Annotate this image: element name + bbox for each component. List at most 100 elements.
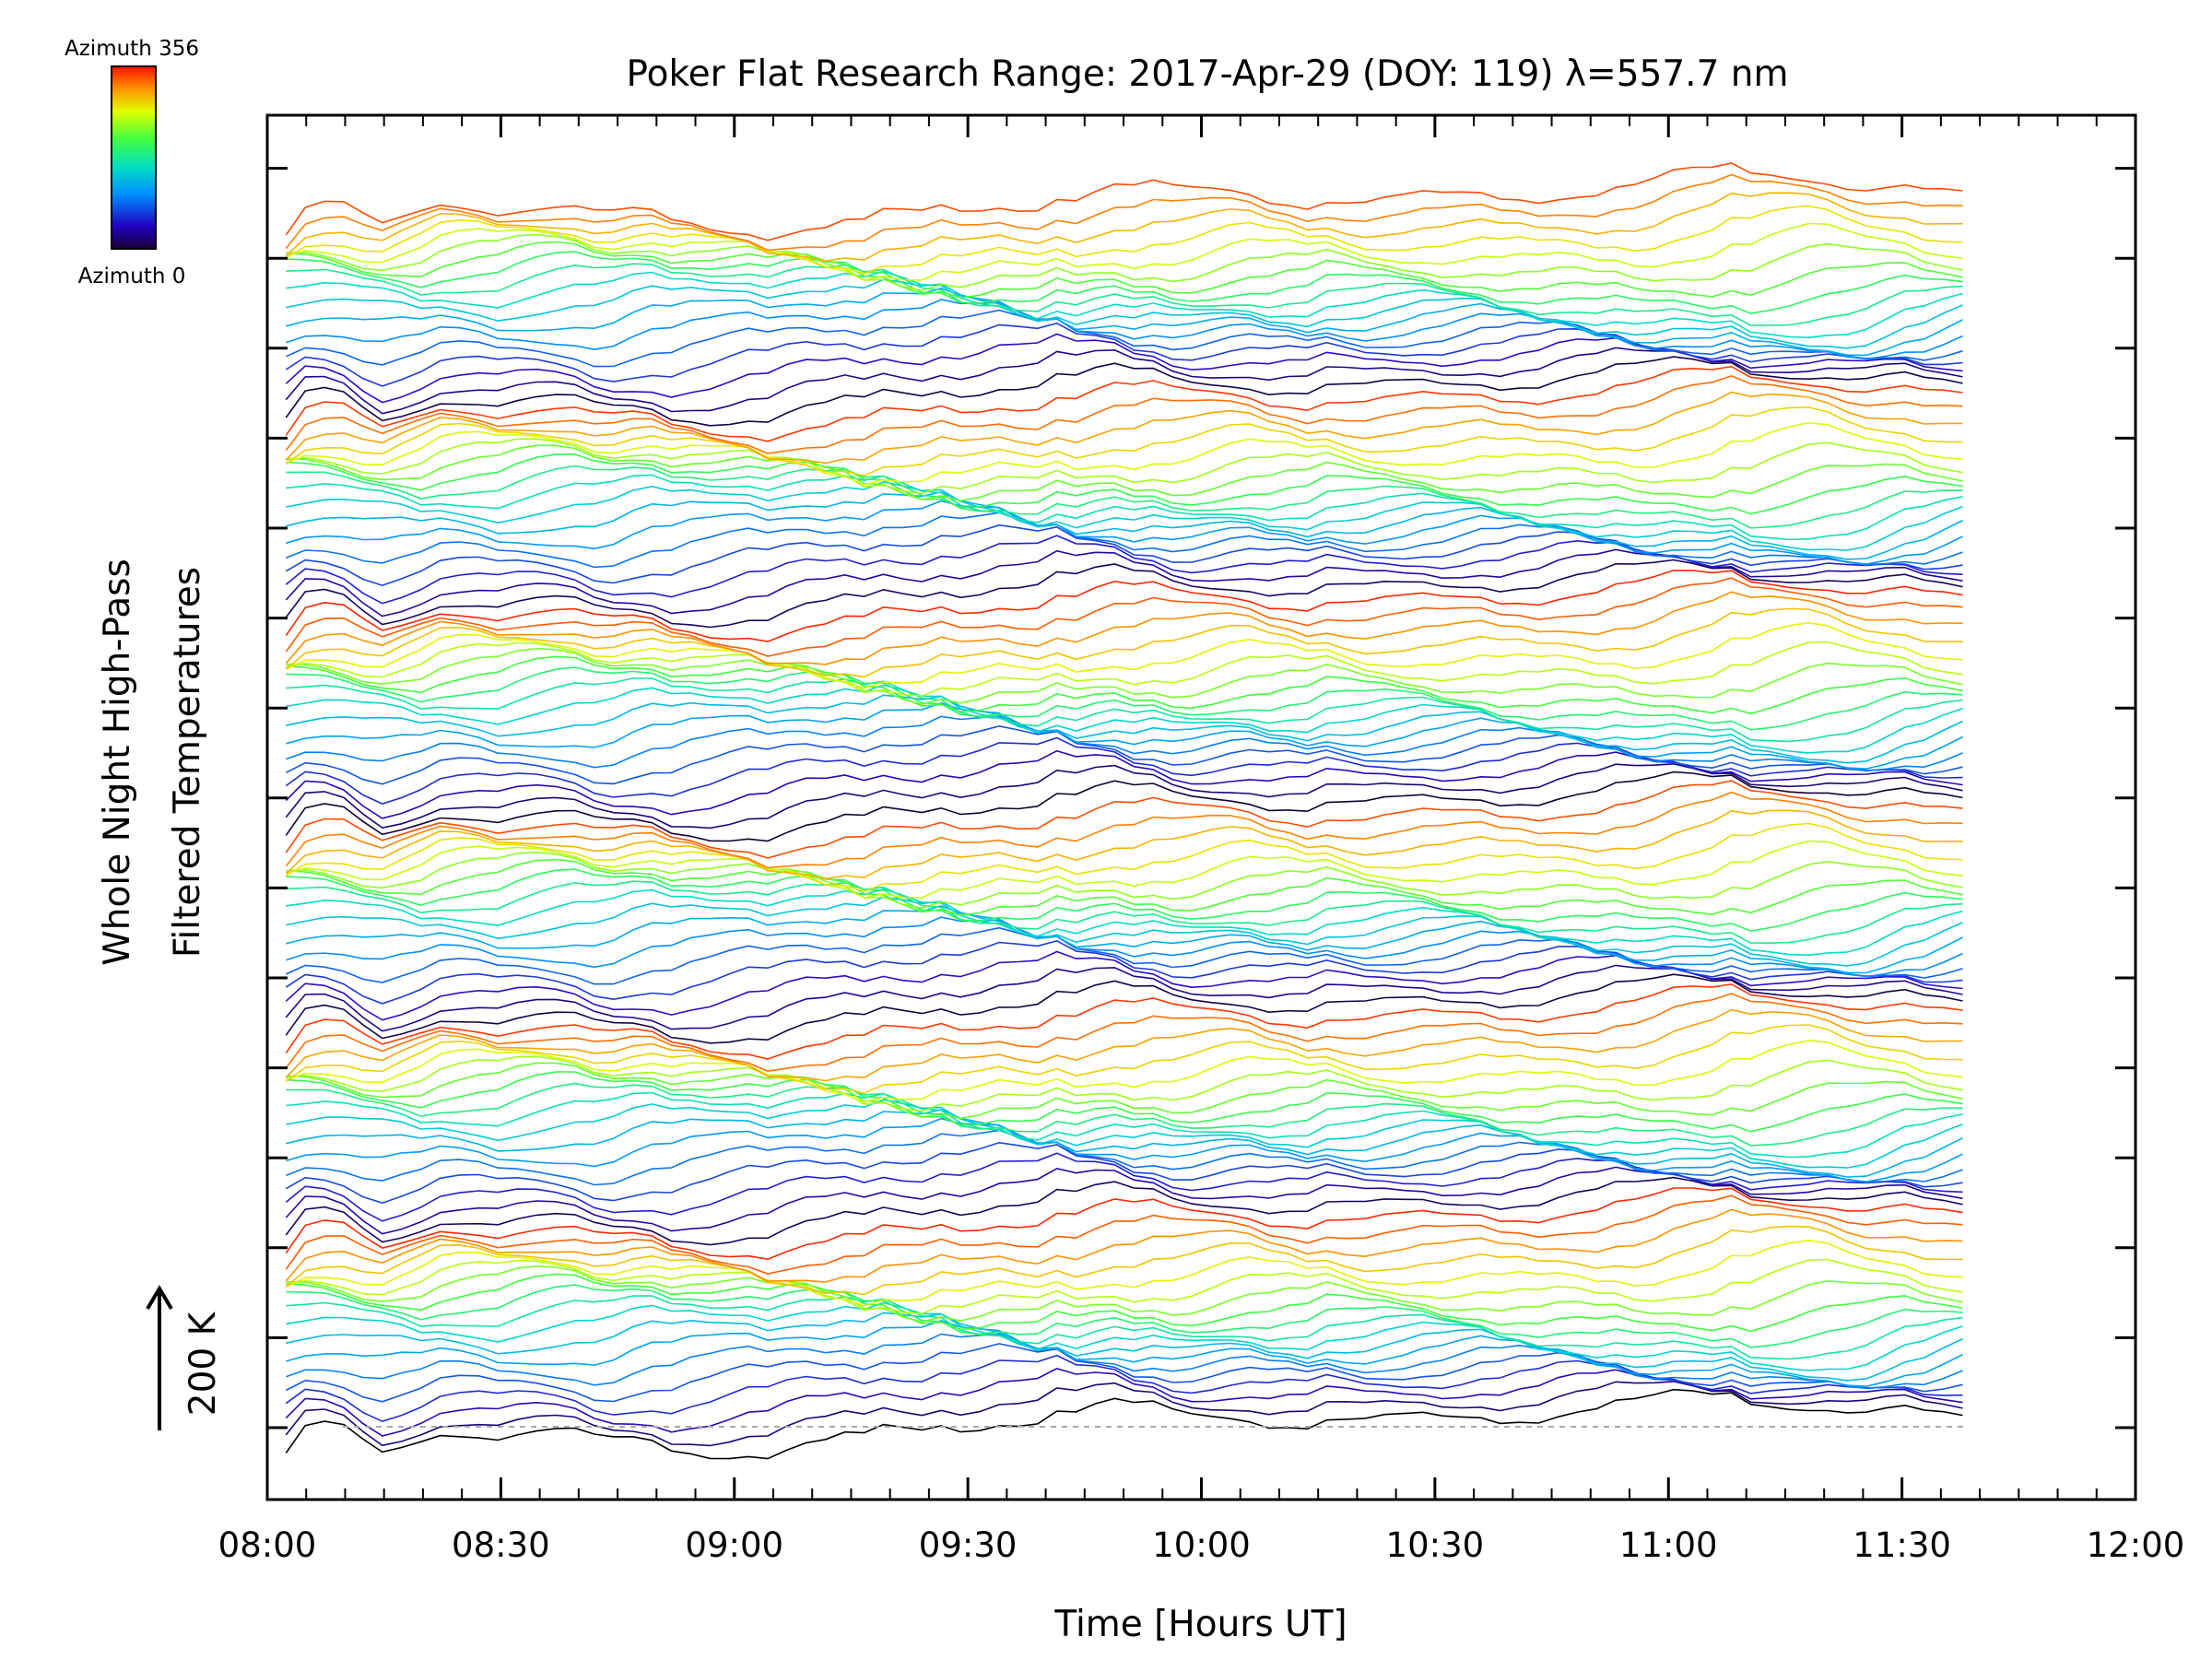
x-tick-label: 10:00 bbox=[1152, 1525, 1251, 1565]
azimuth-series-line bbox=[286, 1265, 1963, 1323]
azimuth-series-line bbox=[285, 762, 1963, 830]
azimuth-series-line bbox=[286, 641, 1963, 697]
azimuth-series-line bbox=[285, 809, 1963, 880]
azimuth-series-line bbox=[285, 205, 1963, 275]
x-ticks: 08:00 08:30 09:00 09:30 10:00 10:30 11:00 11:30… bbox=[218, 115, 2185, 1565]
azimuth-series-line bbox=[286, 1109, 1963, 1178]
azimuth-series-line bbox=[286, 858, 1963, 916]
azimuth-series-line bbox=[285, 356, 1963, 427]
azimuth-series-line bbox=[286, 512, 1963, 569]
azimuth-series-line bbox=[285, 1141, 1963, 1205]
azimuth-series-line bbox=[285, 1225, 1963, 1296]
svg-text:200 K: 200 K bbox=[182, 1311, 224, 1416]
x-tick-label: 11:00 bbox=[1619, 1525, 1718, 1565]
azimuth-series-line bbox=[286, 1333, 1963, 1390]
x-tick-label: 11:30 bbox=[1853, 1525, 1951, 1565]
svg-text:Filtered Temperatures: Filtered Temperatures bbox=[167, 567, 208, 958]
azimuth-series-line bbox=[285, 926, 1963, 985]
azimuth-series-line bbox=[286, 1273, 1963, 1333]
azimuth-series-line bbox=[285, 309, 1963, 368]
azimuth-colorbar: Azimuth 356 Azimuth 0 bbox=[65, 37, 199, 288]
azimuth-series-line bbox=[286, 1129, 1963, 1186]
azimuth-series-line bbox=[286, 453, 1963, 515]
azimuth-series-line bbox=[285, 570, 1963, 642]
azimuth-series-line bbox=[286, 1258, 1963, 1315]
azimuth-series-line bbox=[285, 173, 1963, 252]
azimuth-series-line bbox=[285, 1388, 1963, 1460]
azimuth-series-line bbox=[285, 365, 1963, 442]
x-tick-label: 08:00 bbox=[218, 1525, 317, 1565]
azimuth-series-line bbox=[285, 822, 1963, 892]
azimuth-series-line bbox=[286, 701, 1963, 770]
azimuth-series-line bbox=[286, 888, 1963, 957]
colorbar-top-label: Azimuth 356 bbox=[65, 37, 199, 61]
azimuth-series-line bbox=[286, 222, 1963, 281]
azimuth-series-line bbox=[286, 270, 1963, 339]
azimuth-series-line bbox=[285, 771, 1963, 842]
azimuth-series-line bbox=[286, 1099, 1963, 1169]
series-layer bbox=[285, 162, 1963, 1460]
azimuth-series-line bbox=[286, 1295, 1963, 1360]
azimuth-series-line bbox=[285, 559, 1963, 629]
azimuth-series-line bbox=[285, 607, 1963, 678]
azimuth-series-line bbox=[285, 375, 1963, 454]
y-axis-label: Whole Night High-Pass Filtered Temperatu… bbox=[97, 559, 208, 966]
azimuth-series-line bbox=[286, 1312, 1963, 1382]
azimuth-series-line bbox=[286, 868, 1963, 932]
y-ticks bbox=[267, 167, 2136, 1430]
azimuth-series-line bbox=[285, 973, 1963, 1044]
azimuth-series-line bbox=[286, 896, 1963, 967]
azimuth-series-line bbox=[286, 233, 1963, 291]
x-axis-label: Time [Hours UT] bbox=[1053, 1604, 1347, 1645]
azimuth-series-line bbox=[285, 347, 1963, 415]
x-tick-label: 09:30 bbox=[919, 1525, 1018, 1565]
x-tick-label: 08:30 bbox=[452, 1525, 550, 1565]
azimuth-series-line bbox=[285, 1354, 1963, 1423]
azimuth-series-line bbox=[286, 684, 1963, 754]
azimuth-series-line bbox=[285, 1239, 1963, 1307]
azimuth-series-line bbox=[285, 791, 1963, 869]
azimuth-series-line bbox=[286, 1301, 1963, 1371]
azimuth-series-line bbox=[286, 916, 1963, 978]
azimuth-series-line bbox=[286, 251, 1963, 314]
azimuth-series-line bbox=[285, 577, 1963, 657]
azimuth-series-line bbox=[286, 1055, 1963, 1112]
azimuth-series-line bbox=[285, 1187, 1963, 1261]
x-tick-label: 09:00 bbox=[685, 1525, 783, 1565]
azimuth-series-line bbox=[286, 474, 1963, 541]
azimuth-series-line bbox=[286, 1117, 1963, 1182]
azimuth-series-line bbox=[285, 1343, 1963, 1403]
azimuth-series-line bbox=[285, 391, 1963, 465]
azimuth-series-line bbox=[285, 724, 1963, 785]
azimuth-series-line bbox=[286, 490, 1963, 560]
azimuth-series-line bbox=[286, 1091, 1963, 1159]
azimuth-series-line bbox=[285, 322, 1963, 387]
azimuth-series-line bbox=[286, 299, 1963, 360]
azimuth-series-line bbox=[286, 694, 1963, 764]
azimuth-series-line bbox=[286, 1071, 1963, 1133]
azimuth-series-line bbox=[286, 500, 1963, 565]
x-tick-label: 12:00 bbox=[2087, 1525, 2185, 1565]
azimuth-series-line bbox=[286, 715, 1963, 772]
azimuth-series-line bbox=[285, 1381, 1963, 1447]
azimuth-series-line bbox=[286, 263, 1963, 326]
azimuth-series-line bbox=[285, 591, 1963, 665]
azimuth-series-line bbox=[285, 524, 1963, 586]
azimuth-series-line bbox=[286, 1320, 1963, 1388]
azimuth-series-line bbox=[285, 964, 1963, 1032]
azimuth-series-line bbox=[286, 444, 1963, 502]
azimuth-series-line bbox=[286, 905, 1963, 974]
colorbar-bottom-label: Azimuth 0 bbox=[78, 265, 186, 288]
azimuth-series-line bbox=[285, 406, 1963, 477]
colorbar-gradient bbox=[111, 65, 157, 250]
azimuth-series-line bbox=[285, 192, 1963, 263]
azimuth-series-line bbox=[286, 666, 1963, 731]
azimuth-series-line bbox=[285, 780, 1963, 859]
azimuth-series-line bbox=[286, 677, 1963, 743]
azimuth-series-line bbox=[286, 421, 1963, 486]
azimuth-series-line bbox=[286, 851, 1963, 910]
azimuth-series-line bbox=[285, 1208, 1963, 1283]
azimuth-series-line bbox=[285, 982, 1963, 1060]
azimuth-series-line bbox=[285, 621, 1963, 689]
